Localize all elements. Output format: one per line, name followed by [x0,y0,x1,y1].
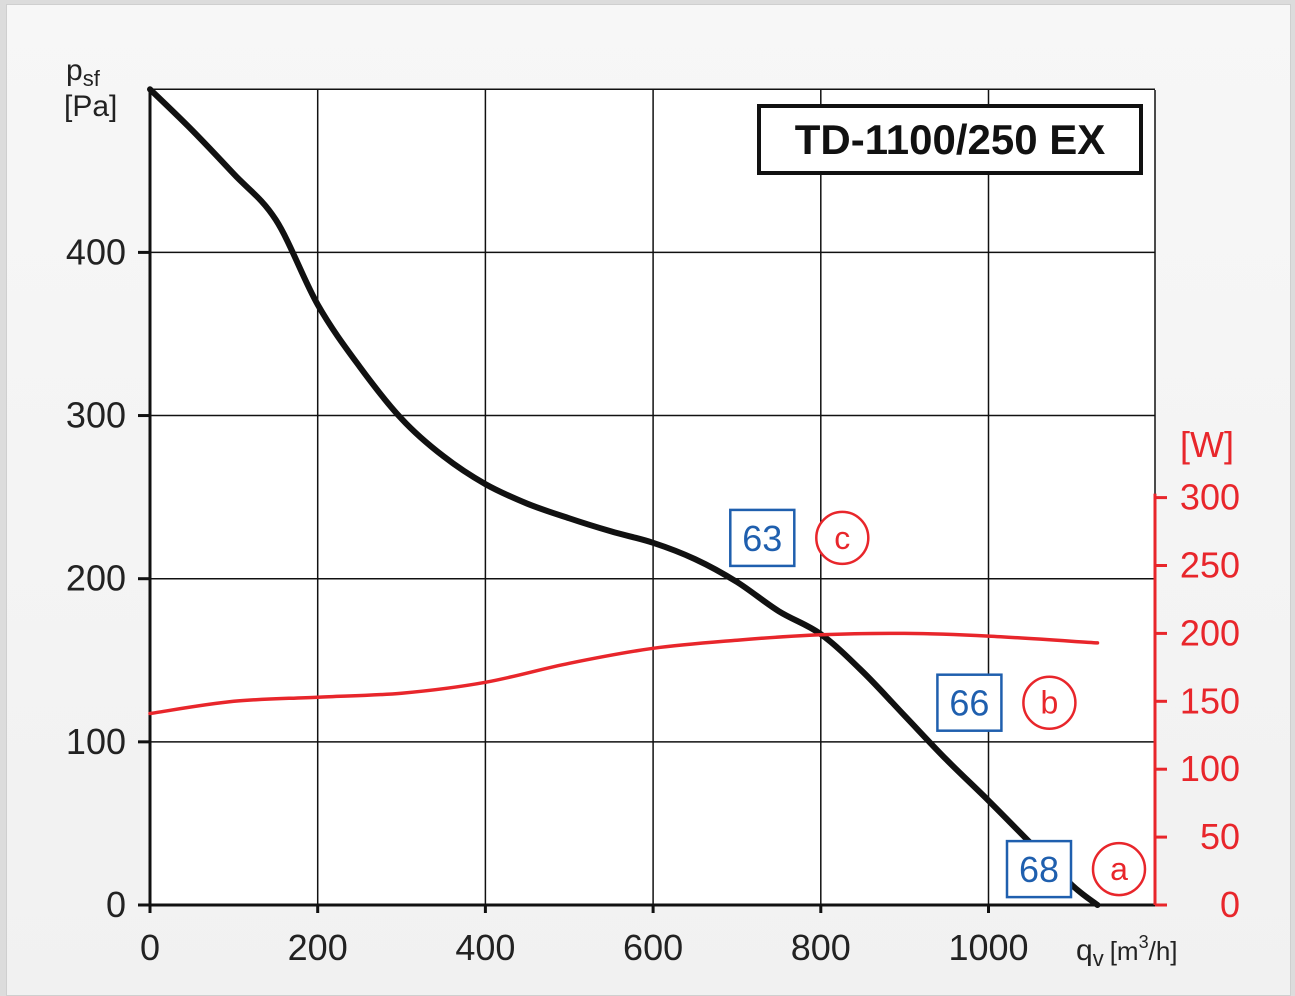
annotation-box [1005,839,1073,899]
annotation-c: 63 c [729,508,870,568]
x-label-sub: v [1093,946,1104,971]
y-left-unit: [Pa] [64,90,117,123]
y-right-tick-label: 150 [1180,680,1240,721]
annotation-circle [1091,841,1147,897]
power-curve-line [148,631,1100,716]
annotation-box-label: 68 [1019,849,1059,890]
annotation-box [729,508,796,568]
x-label-unit-pre: [m [1110,936,1139,966]
annotation-b: 66 b [936,673,1077,732]
svg-text:psf: psf [66,54,101,91]
x-tick-label: 600 [623,927,683,968]
annotation-box [936,673,1003,732]
y-left-tick-labels: 0 100 200 300 400 [66,231,126,925]
y-right-tick-label: 200 [1180,612,1240,653]
svg-text:qv[m3/h]: qv [m3/h] [1076,932,1178,971]
annotation-circle [1022,675,1077,730]
series-lines [147,86,1101,908]
x-tick-label: 1000 [948,927,1028,968]
annotation-circle [815,510,870,566]
annotation-box-label: 66 [949,683,989,724]
grid [150,88,1155,905]
annotation-circle-label: b [1041,685,1059,721]
x-tick-label: 800 [791,927,851,968]
y-right-tick-label: 0 [1220,884,1240,925]
pressure-curve-line [147,86,1101,908]
annotation-circle-label: a [1110,851,1128,887]
y-right-tick-label: 50 [1200,816,1240,857]
x-tick-label: 0 [140,927,160,968]
y-left-label-sub: sf [83,66,101,91]
annotation-box-label: 63 [742,518,782,559]
annotations: 63 c 66 b 68 a [729,508,1147,899]
y-left-tick-label: 400 [66,231,126,272]
axes [138,90,1167,913]
annotation-circle-label: c [834,520,850,556]
y-left-tick-label: 200 [66,558,126,599]
x-label-main: q [1076,934,1093,967]
x-label-unit-sup: 3 [1139,932,1149,952]
y-right-tick-label: 100 [1180,748,1240,789]
y-left-tick-label: 0 [106,884,126,925]
y-left-tick-label: 100 [66,721,126,762]
y-right-unit: [W] [1180,424,1234,465]
x-tick-label: 200 [288,927,348,968]
annotation-a: 68 a [1005,839,1147,899]
y-right-tick-label: 300 [1180,477,1240,518]
y-right-tick-label: 250 [1180,545,1240,586]
x-tick-label: 400 [455,927,515,968]
x-axis-label: qv [m3/h] [1076,932,1178,971]
title-box: TD-1100/250 EX [757,104,1143,175]
x-label-unit-post: /h] [1149,936,1178,966]
y-left-label-main: p [66,54,83,87]
y-left-axis-label: psf [Pa] [64,54,117,123]
y-right-tick-labels: 0 50 100 150 200 250 300 [1180,477,1240,925]
x-tick-labels: 0 200 400 600 800 1000 [140,927,1029,968]
chart-title: TD-1100/250 EX [795,116,1106,163]
y-left-tick-label: 300 [66,395,126,436]
